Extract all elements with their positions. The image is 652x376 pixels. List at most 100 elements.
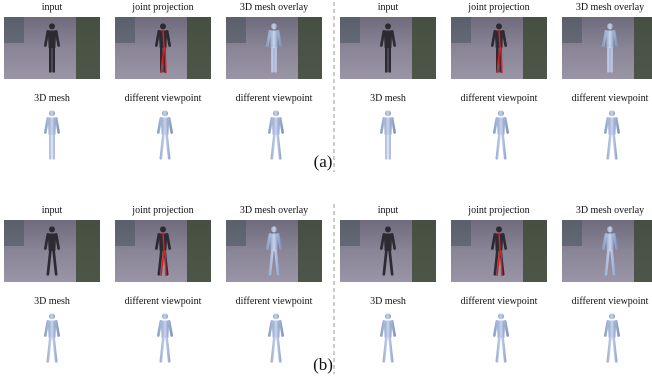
wall [562,17,582,43]
foliage [187,17,211,79]
head [385,226,391,232]
mesh [605,110,618,158]
foliage [523,17,547,79]
head [609,110,615,116]
foliage [634,220,652,282]
cell-label: different viewpoint [236,296,313,307]
wall [4,17,24,43]
cell-label: joint projection [131,205,193,216]
wall [4,220,24,246]
wall [451,220,471,246]
cell-label: 3D mesh overlay [576,205,644,216]
photo [340,220,436,282]
foliage [76,220,100,282]
foliage [76,17,100,79]
head [385,23,391,29]
body [272,118,280,136]
cell-label: 3D mesh overlay [240,2,308,13]
head [49,23,55,29]
cell-label: different viewpoint [125,93,202,104]
cell-label: different viewpoint [461,93,538,104]
wall [340,17,360,43]
foliage [412,17,436,79]
mesh [381,313,394,361]
mesh [158,110,171,158]
wall [226,220,246,246]
cell-label: different viewpoint [572,296,649,307]
wall [115,17,135,43]
cell-label: input [42,2,63,13]
mesh [45,110,58,158]
foliage [298,17,322,79]
body [497,321,505,339]
mesh [494,110,507,158]
panel-caption: (b) [313,355,333,374]
body [497,118,505,136]
head [385,110,391,116]
cell-label: input [378,205,399,216]
photo [115,220,211,282]
body [606,31,614,49]
cell-label: 3D mesh [370,296,406,307]
cell-label: input [42,205,63,216]
head [271,226,277,232]
photo [340,17,436,79]
wall [226,17,246,43]
body [608,321,616,339]
head [160,23,166,29]
foliage [634,17,652,79]
wall [562,220,582,246]
body [270,234,278,252]
wall [115,220,135,246]
body [272,321,280,339]
mesh [381,110,394,158]
mesh [45,313,58,361]
body [606,234,614,252]
head [496,23,502,29]
body [48,31,56,49]
body [384,321,392,339]
photo [562,220,652,282]
cell-label: different viewpoint [236,93,313,104]
foliage [523,220,547,282]
foliage [412,220,436,282]
head [160,226,166,232]
cell-label: different viewpoint [572,93,649,104]
head [49,313,55,319]
cell-label: 3D mesh overlay [240,205,308,216]
body [48,321,56,339]
mesh [605,313,618,361]
head [609,313,615,319]
photo [4,220,100,282]
mesh [158,313,171,361]
photo [4,17,100,79]
cell-label: different viewpoint [461,296,538,307]
photo [226,220,322,282]
head [498,110,504,116]
cell-label: joint projection [467,205,529,216]
body [161,118,169,136]
head [162,110,168,116]
wall [340,220,360,246]
photo [226,17,322,79]
mesh [494,313,507,361]
mesh [269,110,282,158]
body [270,31,278,49]
head [273,313,279,319]
head [607,226,613,232]
foliage [298,220,322,282]
head [496,226,502,232]
body [48,234,56,252]
cell-label: 3D mesh [34,296,70,307]
photo [562,17,652,79]
body [48,118,56,136]
mesh [269,313,282,361]
wall [451,17,471,43]
head [49,226,55,232]
body [384,118,392,136]
head [49,110,55,116]
head [271,23,277,29]
cell-label: 3D mesh [370,93,406,104]
head [162,313,168,319]
figure: input joint projection 3D mesh overlay 3D m… [0,0,652,376]
